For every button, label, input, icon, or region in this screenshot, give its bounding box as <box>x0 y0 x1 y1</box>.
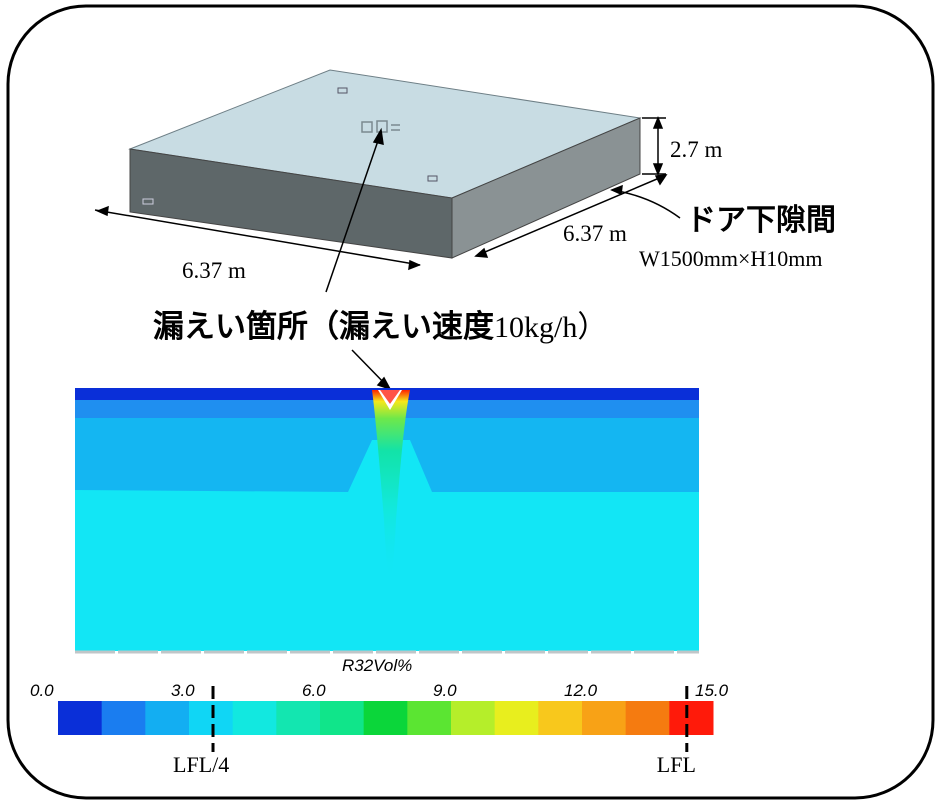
colorbar-segment <box>276 701 321 735</box>
contour-band3 <box>75 416 699 492</box>
colorbar-segment <box>538 701 583 735</box>
colorbar-segment <box>669 701 714 735</box>
contour-variable-label: R32Vol% <box>342 656 412 675</box>
colorbar-segment <box>407 701 452 735</box>
colorbar-segment <box>451 701 496 735</box>
plume <box>372 390 410 580</box>
height-arrow-up <box>652 115 664 129</box>
colorbar-tick-label: 12.0 <box>564 681 598 700</box>
vent-top-left <box>337 87 348 94</box>
colorbar-segment <box>101 701 146 735</box>
colorbar-segment <box>189 701 234 735</box>
colorbar-segment <box>625 701 670 735</box>
height-arrow-down <box>652 163 664 177</box>
dimension-lines <box>94 115 681 391</box>
colorbar: 0.0 3.0 6.0 9.0 12.0 15.0 LFL/4 LFL <box>30 681 729 777</box>
colorbar-segment <box>320 701 365 735</box>
height-label: 2.7 m <box>670 137 723 162</box>
contour-leader-arrow <box>376 376 392 391</box>
leak-leader-line <box>325 131 382 293</box>
colorbar-tick-label: 3.0 <box>171 681 195 700</box>
width-dim-line <box>94 209 421 266</box>
width-arrow-right <box>408 259 421 271</box>
colorbar-tick-label: 9.0 <box>433 681 457 700</box>
leak-label: 漏えい箇所（漏えい速度10kg/h） <box>153 309 607 345</box>
depth-dim-line <box>477 175 665 256</box>
room-side-face <box>451 117 641 259</box>
depth-arrow-right <box>654 174 668 186</box>
colorbar-segment <box>582 701 627 735</box>
contour-plot <box>75 388 699 654</box>
lfl-marker-label: LFL <box>657 752 696 777</box>
room-box <box>128 69 642 259</box>
lfl-marker-label: LFL/4 <box>173 752 229 777</box>
colorbar-tick-label: 6.0 <box>302 681 326 700</box>
door-gap-mark <box>142 198 154 205</box>
door-gap-title: ドア下隙間 <box>686 203 836 238</box>
colorbar-segment <box>58 701 103 735</box>
depth-label: 6.37 m <box>563 221 627 246</box>
colorbar-tick-label: 15.0 <box>695 681 729 700</box>
door-gap-size: W1500mm×H10mm <box>639 246 823 271</box>
width-arrow-left <box>96 205 109 217</box>
leak-label-jp: 漏えい箇所（漏えい速度 <box>153 309 494 345</box>
colorbar-tick-label: 0.0 <box>30 681 54 700</box>
width-label: 6.37 m <box>182 258 246 283</box>
leak-rate: 10kg/h） <box>494 311 607 344</box>
depth-arrow-left <box>474 247 489 258</box>
vent-top-right <box>427 175 438 182</box>
colorbar-segment <box>363 701 408 735</box>
colorbar-segment <box>145 701 190 735</box>
plume-source <box>380 390 400 404</box>
colorbar-segment <box>494 701 539 735</box>
colorbar-segment <box>232 701 277 735</box>
leak-leader-arrow <box>372 127 384 145</box>
